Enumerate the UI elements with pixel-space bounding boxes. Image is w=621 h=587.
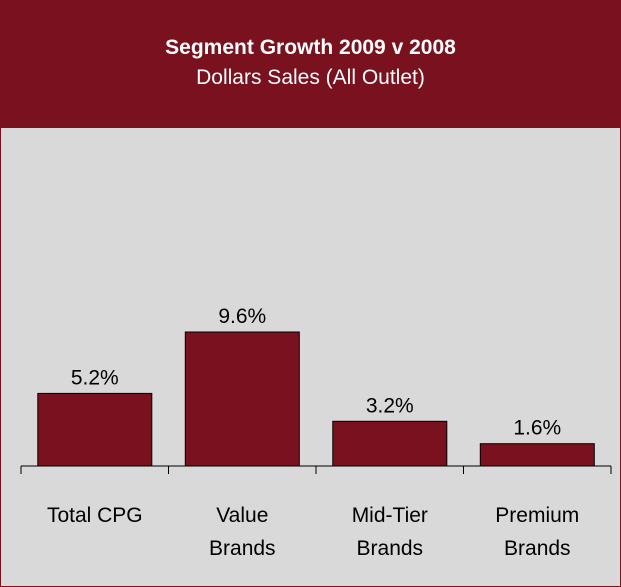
category-label: Mid-Tier bbox=[352, 504, 428, 527]
data-label: 1.6% bbox=[513, 417, 561, 440]
category-label: Brands bbox=[357, 537, 424, 560]
bar bbox=[332, 420, 448, 467]
category-label: Total CPG bbox=[47, 504, 143, 527]
data-label: 9.6% bbox=[218, 305, 266, 328]
chart-title: Segment Growth 2009 v 2008 bbox=[165, 36, 456, 59]
category-label: Premium bbox=[495, 504, 579, 527]
category-label: Brands bbox=[209, 537, 276, 560]
data-label: 3.2% bbox=[366, 394, 414, 417]
chart-subtitle: Dollars Sales (All Outlet) bbox=[196, 66, 425, 89]
chart-header: Segment Growth 2009 v 2008 Dollars Sales… bbox=[1, 1, 620, 128]
bar bbox=[37, 392, 153, 467]
data-label: 5.2% bbox=[71, 366, 119, 389]
category-label: Value bbox=[216, 504, 268, 527]
category-label: Brands bbox=[504, 537, 571, 560]
bar bbox=[184, 331, 300, 467]
bar bbox=[479, 443, 595, 467]
